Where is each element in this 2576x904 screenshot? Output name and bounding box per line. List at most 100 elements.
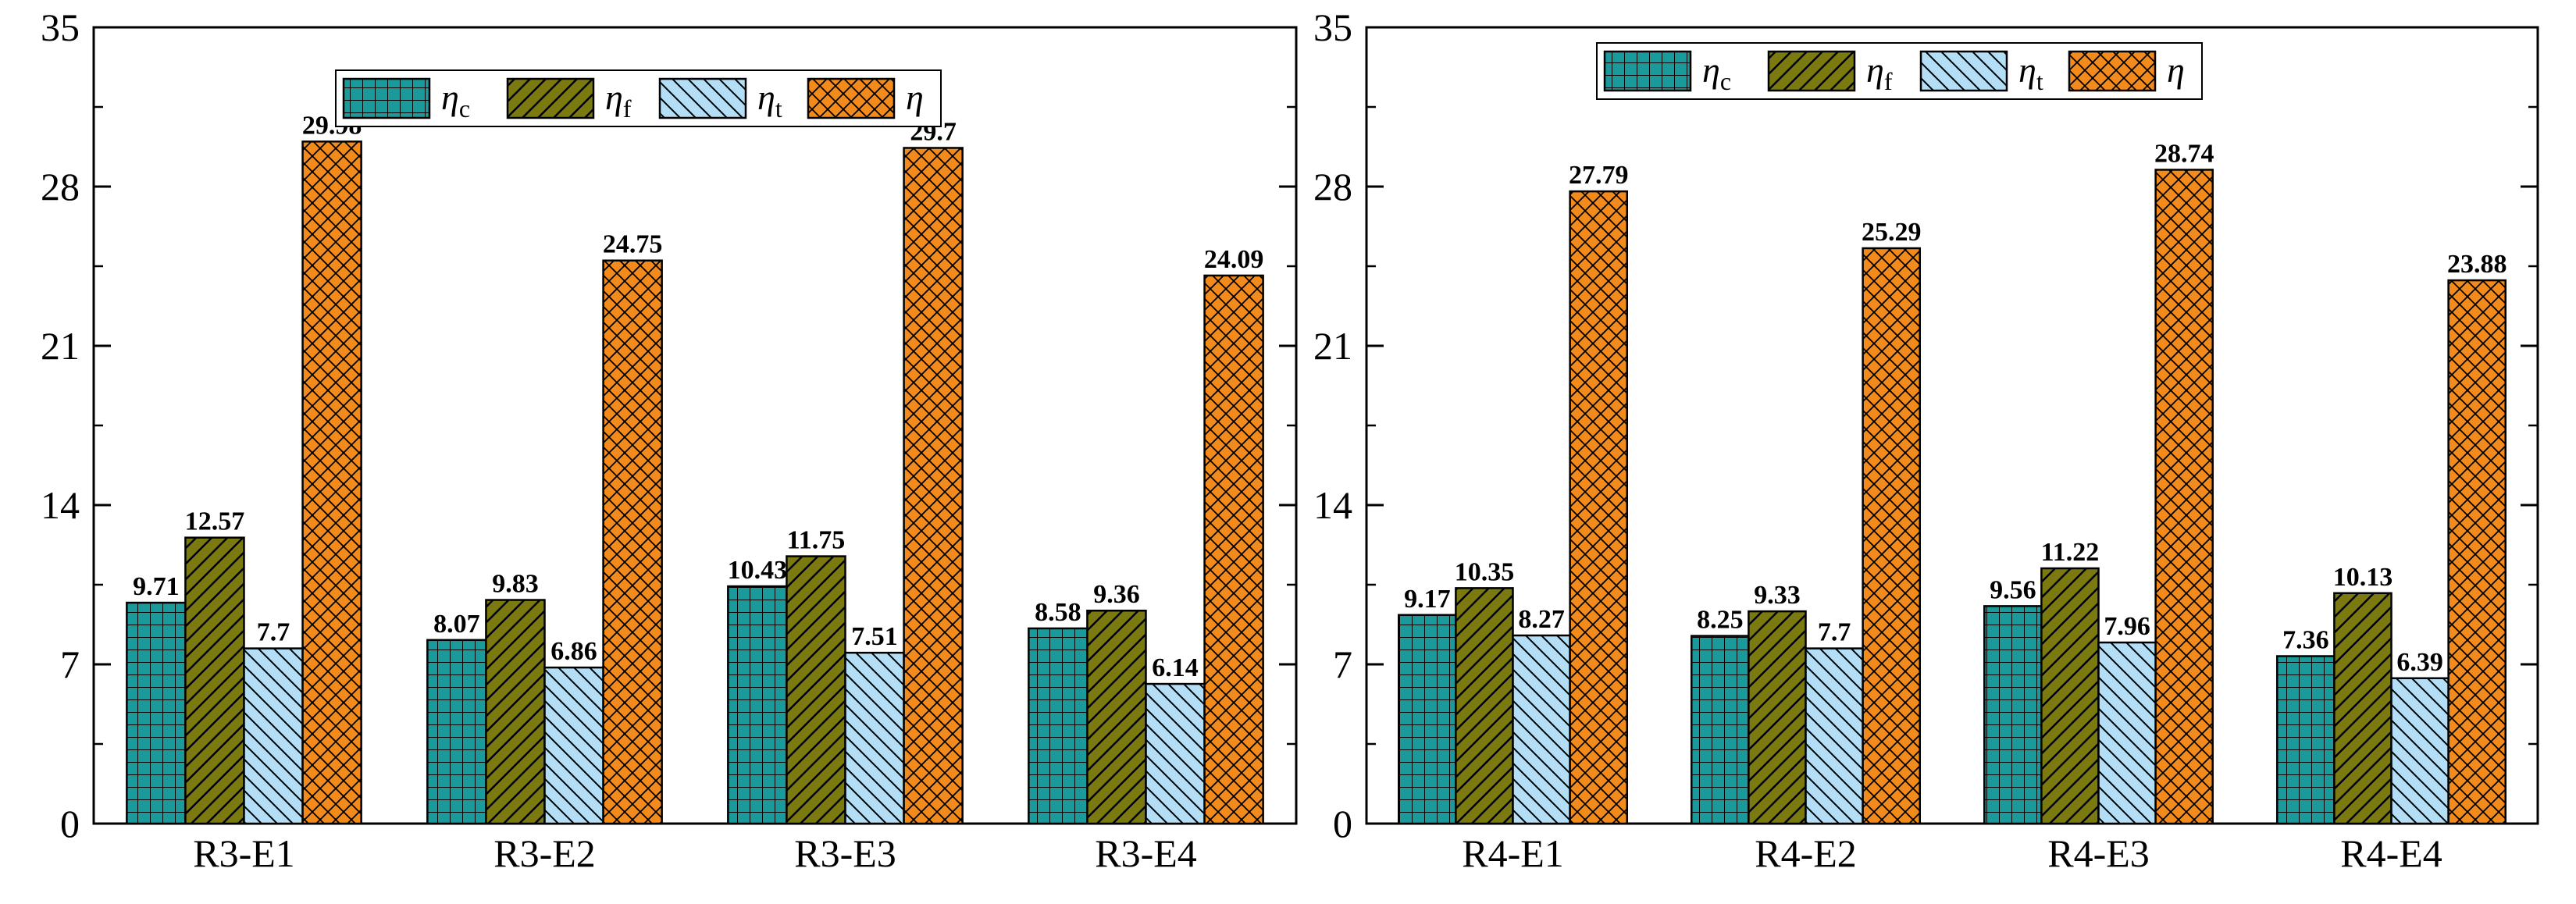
bar-ηf-R4-E4 xyxy=(2333,592,2393,825)
data-label: 6.86 xyxy=(550,637,597,666)
bar-ηt-R4-E3 xyxy=(2097,641,2157,825)
x-category-label: R4-E4 xyxy=(2340,831,2442,875)
y-tick-label: 0 xyxy=(1333,802,1352,845)
x-category-label: R4-E2 xyxy=(1755,831,1857,875)
legend-label: η xyxy=(2167,50,2185,90)
bar-η-R3-E1 xyxy=(301,141,362,825)
legend-subscript: t xyxy=(775,94,782,123)
legend-swatch-ηc xyxy=(1603,50,1692,92)
y-tick-label: 21 xyxy=(1313,324,1352,368)
bar-ηf-R3-E2 xyxy=(485,599,546,825)
y-tick-label: 35 xyxy=(1313,5,1352,49)
legend: ηc ηf ηt η xyxy=(1596,42,2203,100)
legend-swatch-η xyxy=(2068,50,2157,92)
data-label: 11.75 xyxy=(787,526,846,555)
data-label: 8.07 xyxy=(433,610,480,639)
data-label: 12.57 xyxy=(185,507,245,536)
bar-ηc-R3-E4 xyxy=(1028,627,1088,825)
legend: ηc ηf ηt η xyxy=(335,69,942,127)
x-category-label: R3-E1 xyxy=(193,831,295,875)
legend-subscript: c xyxy=(1720,67,1731,95)
x-category-label: R3-E2 xyxy=(493,831,596,875)
y-tick-label: 7 xyxy=(1333,642,1352,686)
data-label: 7.7 xyxy=(1818,618,1851,647)
x-category-label: R4-E3 xyxy=(2047,831,2150,875)
bar-ηt-R4-E2 xyxy=(1805,647,1864,825)
bar-ηf-R3-E1 xyxy=(184,536,245,825)
data-label: 25.29 xyxy=(1862,218,1922,247)
y-tick-label: 7 xyxy=(60,642,80,686)
y-tick-label: 14 xyxy=(41,483,80,527)
legend-swatch-ηf xyxy=(1767,50,1856,92)
y-tick-label: 28 xyxy=(41,165,80,208)
x-category-label: R4-E1 xyxy=(1462,831,1564,875)
bar-η-R4-E2 xyxy=(1862,247,1921,825)
y-tick-label: 21 xyxy=(41,324,80,368)
data-label: 10.35 xyxy=(1455,557,1515,586)
data-label: 9.17 xyxy=(1404,585,1451,614)
bar-ηf-R4-E3 xyxy=(2040,567,2100,825)
data-label: 9.56 xyxy=(1990,575,2036,604)
legend-swatch-ηc xyxy=(342,77,431,119)
data-label: 7.7 xyxy=(257,618,290,647)
bar-ηc-R4-E2 xyxy=(1691,635,1750,825)
data-label: 7.36 xyxy=(2282,626,2329,655)
data-label: 7.51 xyxy=(851,622,898,651)
bar-ηc-R4-E1 xyxy=(1398,614,1457,825)
bar-ηt-R4-E4 xyxy=(2390,677,2450,825)
y-tick-label: 28 xyxy=(1313,165,1352,208)
bar-ηf-R3-E4 xyxy=(1086,609,1147,825)
bar-ηc-R4-E3 xyxy=(1983,605,2043,825)
data-label: 9.36 xyxy=(1093,580,1140,609)
data-label: 24.75 xyxy=(603,230,663,259)
data-label: 23.88 xyxy=(2447,250,2507,279)
y-tick-label: 14 xyxy=(1313,483,1352,527)
bar-ηc-R3-E2 xyxy=(426,639,487,825)
legend-swatch-ηt xyxy=(658,77,747,119)
bar-ηc-R3-E1 xyxy=(126,601,187,825)
x-category-label: R3-E4 xyxy=(1095,831,1197,875)
data-label: 8.25 xyxy=(1697,606,1744,635)
x-category-label: R3-E3 xyxy=(794,831,896,875)
data-label: 9.83 xyxy=(492,570,539,599)
bar-η-R4-E1 xyxy=(1569,190,1628,825)
legend-swatch-ηt xyxy=(1919,50,2008,92)
data-label: 6.14 xyxy=(1152,653,1199,682)
bar-ηc-R3-E3 xyxy=(727,585,788,825)
data-label: 10.43 xyxy=(728,556,788,585)
bar-ηt-R3-E3 xyxy=(844,651,905,825)
data-label: 11.22 xyxy=(2041,538,2100,567)
data-label: 6.39 xyxy=(2396,648,2443,677)
legend-swatch-η xyxy=(807,77,896,119)
chart-panel-1: 0714212835R3-E19.7112.577.729.98R3-E28.0… xyxy=(41,5,1298,875)
data-label: 28.74 xyxy=(2154,139,2214,168)
legend-subscript: t xyxy=(2036,67,2043,95)
bar-η-R3-E3 xyxy=(903,147,964,825)
legend-swatch-ηf xyxy=(506,77,595,119)
bar-ηt-R3-E1 xyxy=(243,647,304,825)
bar-η-R4-E4 xyxy=(2447,279,2507,825)
bar-ηt-R4-E1 xyxy=(1512,634,1571,825)
bar-η-R3-E2 xyxy=(602,259,663,825)
legend-label: η xyxy=(906,77,924,117)
data-label: 8.27 xyxy=(1518,605,1565,634)
legend-subscript: f xyxy=(623,94,632,123)
data-label: 7.96 xyxy=(2104,612,2150,641)
legend-subscript: f xyxy=(1884,67,1893,95)
data-label: 24.09 xyxy=(1204,245,1264,274)
legend-subscript: c xyxy=(459,94,470,123)
data-label: 9.71 xyxy=(133,572,180,601)
bar-η-R4-E3 xyxy=(2154,169,2214,825)
data-label: 9.33 xyxy=(1754,581,1801,610)
bar-ηf-R4-E2 xyxy=(1748,610,1807,825)
bar-ηt-R3-E2 xyxy=(543,666,604,825)
data-label: 10.13 xyxy=(2333,563,2393,592)
data-label: 8.58 xyxy=(1035,598,1081,627)
y-tick-label: 35 xyxy=(41,5,80,49)
y-tick-label: 0 xyxy=(60,802,80,845)
bar-η-R3-E4 xyxy=(1203,274,1264,825)
bar-ηc-R4-E4 xyxy=(2276,655,2336,825)
